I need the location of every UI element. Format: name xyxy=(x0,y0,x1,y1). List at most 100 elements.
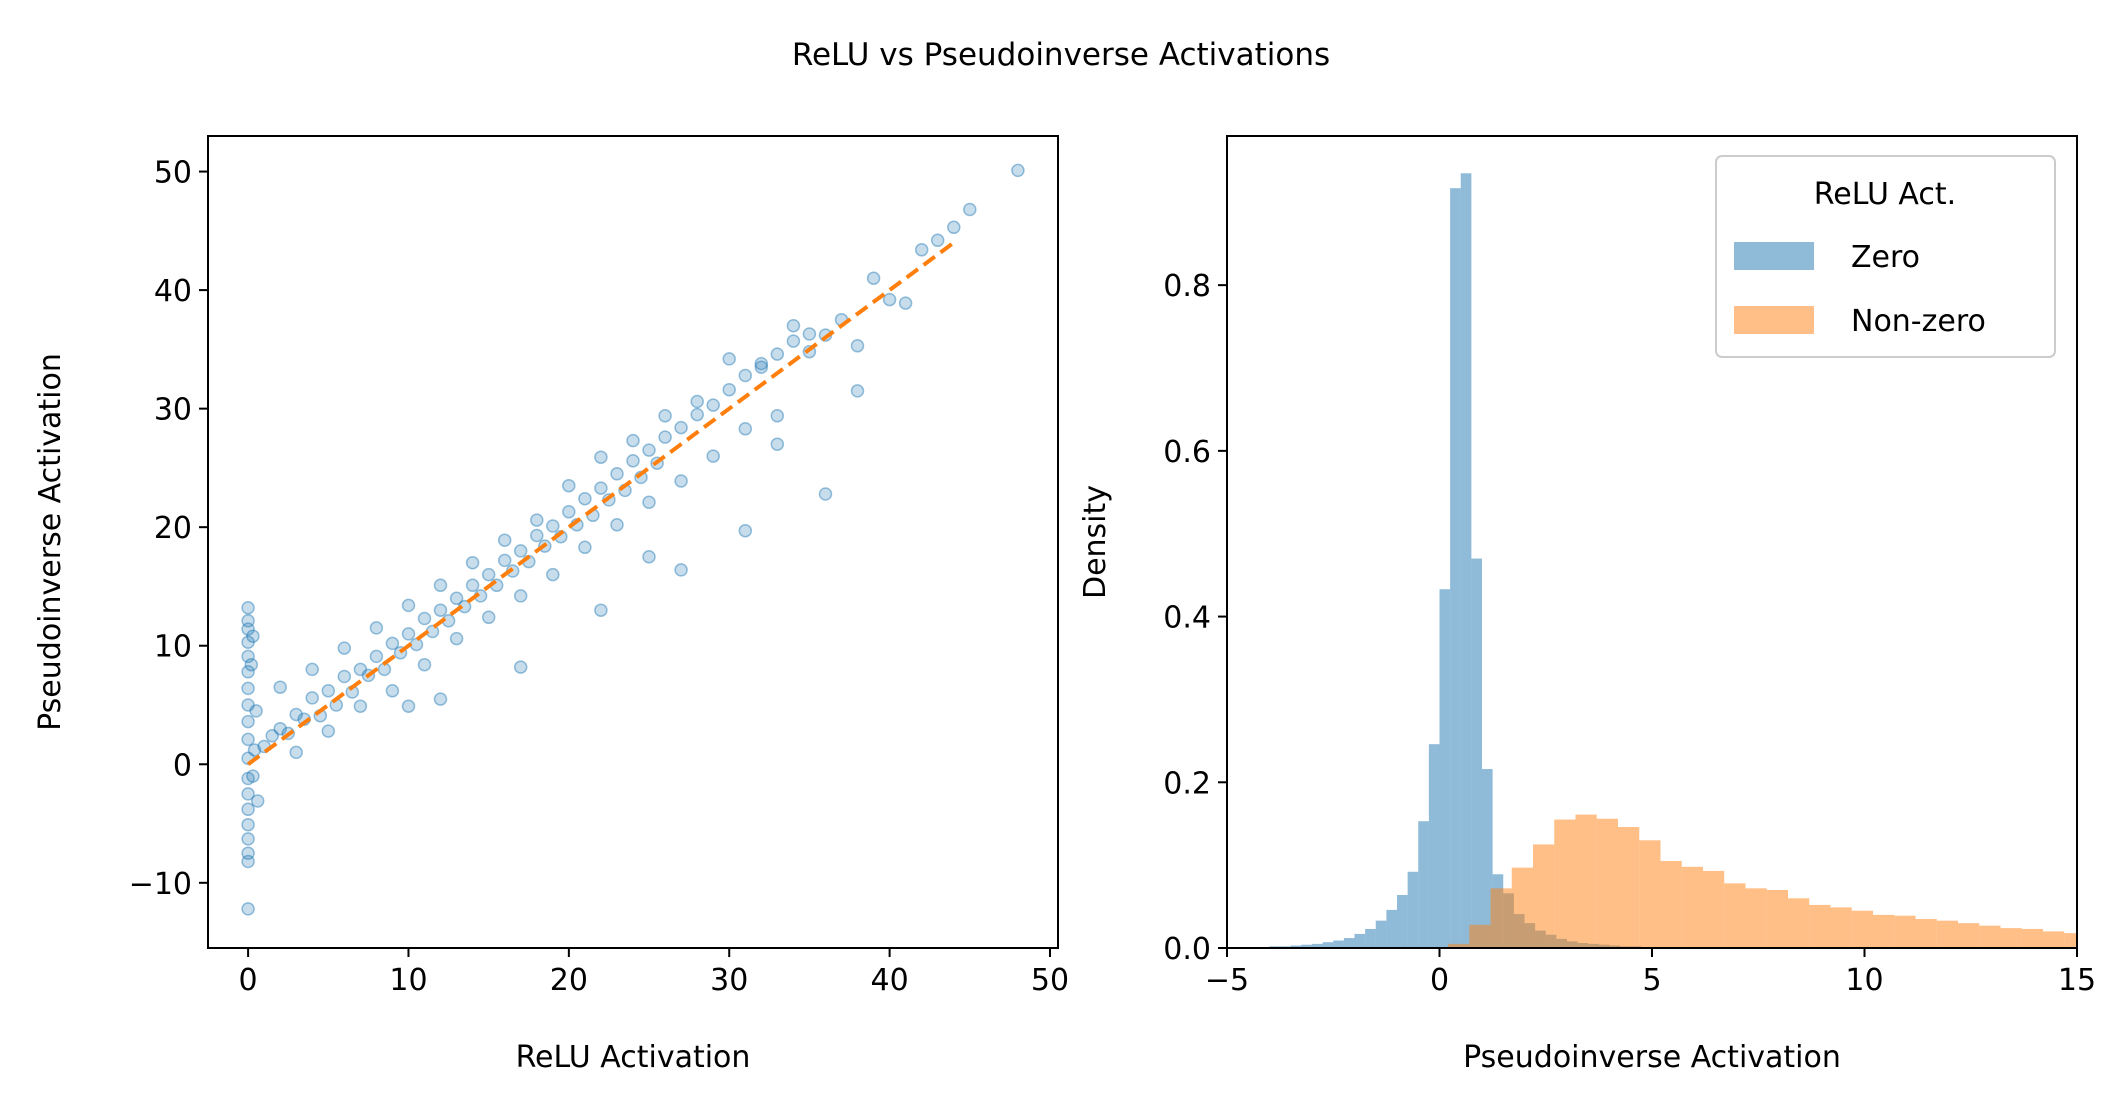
hist-bar-non-zero-3 xyxy=(1511,867,1533,948)
scatter-point-26 xyxy=(265,729,279,743)
hist-bar-non-zero-2 xyxy=(1490,888,1512,948)
hist-bar-zero-11 xyxy=(1365,928,1376,948)
scatter-point-78 xyxy=(706,398,720,412)
scatter-point-45 xyxy=(417,611,432,626)
scatter-point-84 xyxy=(802,327,817,341)
scatter-point-77 xyxy=(690,407,704,422)
scatter-point-82 xyxy=(770,347,785,361)
scatter-point-123 xyxy=(882,292,897,307)
scatter-point-94 xyxy=(417,657,432,672)
scatter-point-98 xyxy=(481,610,496,625)
figure-title: ReLU vs Pseudoinverse Activations xyxy=(792,37,1330,73)
hist-y-tick-label-3: 0.6 xyxy=(1163,435,1211,470)
scatter-point-73 xyxy=(642,443,656,457)
hist-bar-non-zero-27 xyxy=(2021,928,2043,948)
hist-bar-zero-9 xyxy=(1343,938,1355,948)
scatter-x-tick-label-1: 10 xyxy=(389,963,427,998)
scatter-point-109 xyxy=(658,409,672,423)
scatter-point-113 xyxy=(722,352,736,366)
scatter-point-91 xyxy=(369,621,384,635)
scatter-point-2 xyxy=(241,846,255,860)
legend-title: ReLU Act. xyxy=(1814,177,1956,212)
legend-swatch-zero xyxy=(1734,242,1814,270)
scatter-point-103 xyxy=(562,478,576,493)
scatter-x-tick-label-5: 50 xyxy=(1031,963,1069,998)
hist-y-tick-label-0: 0.0 xyxy=(1163,932,1211,967)
hist-bar-non-zero-13 xyxy=(1724,883,1746,948)
hist-bar-zero-6 xyxy=(1312,943,1323,948)
scatter-point-3 xyxy=(241,832,255,846)
hist-bar-non-zero-14 xyxy=(1745,888,1767,948)
scatter-point-57 xyxy=(513,544,528,558)
scatter-point-17 xyxy=(241,614,255,628)
scatter-point-59 xyxy=(530,528,544,543)
hist-bar-zero-16 xyxy=(1418,821,1429,948)
legend-swatch-non-zero xyxy=(1734,306,1814,334)
scatter-y-tick-label-6: 50 xyxy=(154,156,192,191)
histogram-y-label: Density xyxy=(1078,485,1113,599)
scatter-point-134 xyxy=(738,523,753,538)
scatter-point-85 xyxy=(273,680,287,694)
scatter-point-116 xyxy=(770,409,785,423)
scatter-point-7 xyxy=(241,771,255,786)
scatter-point-126 xyxy=(930,233,945,248)
scatter-point-24 xyxy=(246,629,260,643)
hist-bar-non-zero-19 xyxy=(1851,910,1873,948)
scatter-y-tick-label-3: 20 xyxy=(154,511,192,546)
hist-bar-non-zero-7 xyxy=(1596,818,1618,948)
hist-bar-non-zero-0 xyxy=(1448,943,1470,948)
hist-bar-non-zero-20 xyxy=(1873,914,1895,948)
scatter-point-29 xyxy=(289,707,303,722)
hist-bar-zero-19 xyxy=(1450,188,1461,948)
scatter-point-10 xyxy=(241,714,255,729)
scatter-point-23 xyxy=(244,657,259,672)
scatter-point-43 xyxy=(401,627,416,641)
scatter-point-18 xyxy=(241,601,255,615)
scatter-subplot: 0 10 20 30 40 50 −10 0 10 20 30 40 50 ReLU Activati… xyxy=(33,135,1069,1075)
hist-x-tick-label-1: 0 xyxy=(1430,963,1449,998)
hist-bar-non-zero-23 xyxy=(1936,920,1958,948)
scatter-point-67 xyxy=(594,481,608,495)
scatter-point-61 xyxy=(546,519,560,533)
scatter-point-14 xyxy=(241,649,255,664)
legend: ReLU Act. Zero Non-zero xyxy=(1715,155,2056,358)
hist-bar-non-zero-10 xyxy=(1660,861,1682,948)
hist-bar-zero-17 xyxy=(1428,744,1440,948)
scatter-point-139 xyxy=(850,384,865,398)
scatter-marks xyxy=(241,163,1025,916)
hist-bar-zero-13 xyxy=(1386,909,1398,948)
hist-x-tick-label-0: −5 xyxy=(1205,963,1249,998)
scatter-point-136 xyxy=(401,699,416,713)
scatter-point-135 xyxy=(818,487,833,501)
scatter-y-ticks: −10 0 10 20 30 40 50 xyxy=(129,156,208,902)
scatter-point-93 xyxy=(401,598,416,613)
hist-bar-non-zero-29 xyxy=(2064,933,2077,948)
hist-bar-non-zero-15 xyxy=(1766,890,1788,948)
hist-bar-non-zero-1 xyxy=(1469,924,1491,948)
hist-bar-non-zero-22 xyxy=(1915,919,1937,948)
scatter-point-39 xyxy=(369,649,384,664)
scatter-point-37 xyxy=(353,662,368,677)
scatter-point-76 xyxy=(674,420,688,435)
scatter-frame xyxy=(207,135,1059,949)
scatter-point-13 xyxy=(241,665,255,679)
scatter-point-104 xyxy=(578,540,592,555)
scatter-point-33 xyxy=(321,684,336,698)
scatter-point-92 xyxy=(385,684,400,698)
scatter-point-22 xyxy=(250,794,265,808)
histogram-x-label: Pseudoinverse Activation xyxy=(1463,1040,1841,1075)
scatter-point-87 xyxy=(305,662,319,677)
scatter-point-121 xyxy=(850,339,865,353)
hist-bar-non-zero-9 xyxy=(1639,840,1661,948)
scatter-point-63 xyxy=(562,505,576,519)
hist-bar-non-zero-18 xyxy=(1830,907,1852,948)
scatter-point-1 xyxy=(241,854,255,869)
hist-bar-zero-22 xyxy=(1482,769,1493,948)
scatter-point-71 xyxy=(626,454,640,468)
hist-bar-non-zero-25 xyxy=(1979,925,2001,948)
hist-bar-zero-4 xyxy=(1290,945,1302,948)
scatter-point-86 xyxy=(289,745,303,760)
scatter-point-20 xyxy=(247,743,262,757)
scatter-point-117 xyxy=(786,318,801,333)
scatter-point-132 xyxy=(594,603,608,617)
